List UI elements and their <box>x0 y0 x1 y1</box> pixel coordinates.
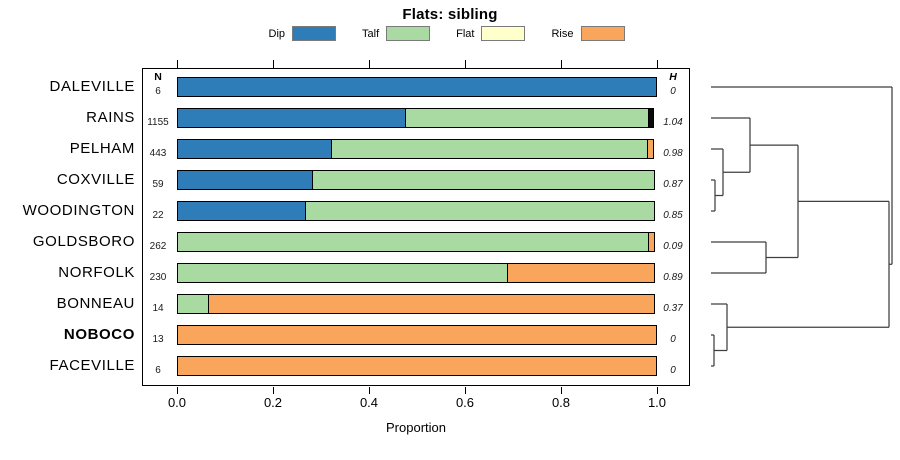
stacked-bar-woodington <box>177 201 657 221</box>
h-value: 0 <box>670 86 676 97</box>
bar-segment-rise <box>648 232 656 252</box>
row-label-rains: RAINS <box>86 109 135 126</box>
row-label-norfolk: NORFOLK <box>58 264 135 281</box>
axis-tick-label: 0.0 <box>167 395 187 410</box>
legend-label: Talf <box>362 27 380 40</box>
legend: Dip Talf Flat Rise <box>0 26 893 41</box>
row-label-noboco: NOBOCO <box>63 326 135 343</box>
h-value: 0.89 <box>663 272 683 283</box>
stacked-bar-goldsboro <box>177 232 657 252</box>
bar-segment-rise <box>207 294 656 314</box>
stacked-bar-daleville <box>177 77 657 97</box>
n-column-header: N <box>154 71 162 83</box>
legend-label: Flat <box>456 27 475 40</box>
bar-segment-rise <box>177 325 657 345</box>
axis-tick-top <box>176 60 178 68</box>
n-value: 59 <box>152 179 164 190</box>
legend-item-dip: Dip <box>269 26 337 41</box>
legend-item-rise: Rise <box>551 26 625 41</box>
legend-swatch <box>481 26 526 41</box>
row-label-woodington: WOODINGTON <box>22 202 135 219</box>
axis-tick-label: 0.6 <box>455 395 475 410</box>
axis-tick-bottom <box>368 387 370 394</box>
bar-segment-talf <box>305 201 656 221</box>
row-label-bonneau: BONNEAU <box>56 295 135 312</box>
bar-segment-rise <box>506 263 656 283</box>
n-value: 22 <box>152 210 164 221</box>
stacked-bar-noboco <box>177 325 657 345</box>
bar-segment-rise <box>646 139 654 159</box>
h-value: 0 <box>670 334 676 345</box>
bar-segment-talf <box>312 170 656 190</box>
axis-tick-top <box>560 60 562 68</box>
legend-item-talf: Talf <box>362 26 431 41</box>
axis-tick-top <box>272 60 274 68</box>
row-label-pelham: PELHAM <box>69 140 135 157</box>
legend-label: Dip <box>268 27 286 40</box>
axis-tick-top <box>656 60 658 68</box>
axis-tick-label: 0.4 <box>359 395 379 410</box>
h-value: 1.04 <box>663 117 683 128</box>
legend-swatch <box>386 26 431 41</box>
bar-segment-dark-sliver <box>648 108 654 128</box>
chart-title: Flats: sibling <box>402 6 498 23</box>
stacked-bar-bonneau <box>177 294 657 314</box>
legend-label: Rise <box>551 27 574 40</box>
n-value: 13 <box>152 334 164 345</box>
axis-tick-label: 0.8 <box>551 395 571 410</box>
row-label-goldsboro: GOLDSBORO <box>32 233 135 250</box>
stacked-bar-rains <box>177 108 657 128</box>
axis-tick-bottom <box>464 387 466 394</box>
h-value: 0.37 <box>663 303 683 314</box>
h-value: 0.85 <box>663 210 683 221</box>
stacked-bar-faceville <box>177 356 657 376</box>
h-column-header: H <box>669 71 677 83</box>
legend-item-flat: Flat <box>456 26 526 41</box>
stacked-bar-norfolk <box>177 263 657 283</box>
x-axis-label: Proportion <box>386 420 446 435</box>
n-value: 230 <box>149 272 167 283</box>
n-value: 6 <box>155 365 161 376</box>
axis-tick-label: 1.0 <box>647 395 667 410</box>
axis-tick-bottom <box>176 387 178 394</box>
h-value: 0.09 <box>663 241 683 252</box>
n-value: 6 <box>155 86 161 97</box>
row-label-faceville: FACEVILLE <box>49 357 135 374</box>
row-label-coxville: COXVILLE <box>56 171 135 188</box>
n-value: 262 <box>149 241 167 252</box>
bar-segment-dip <box>177 77 657 97</box>
n-value: 14 <box>152 303 164 314</box>
axis-tick-bottom <box>656 387 658 394</box>
stacked-bar-pelham <box>177 139 657 159</box>
n-value: 1155 <box>147 117 169 128</box>
h-value: 0.87 <box>663 179 683 190</box>
legend-swatch <box>292 26 337 41</box>
axis-tick-top <box>368 60 370 68</box>
stacked-bar-coxville <box>177 170 657 190</box>
h-value: 0 <box>670 365 676 376</box>
n-value: 443 <box>149 148 167 159</box>
h-value: 0.98 <box>663 148 683 159</box>
axis-tick-bottom <box>560 387 562 394</box>
legend-swatch <box>580 26 625 41</box>
axis-tick-label: 0.2 <box>263 395 283 410</box>
bar-segment-rise <box>177 356 657 376</box>
axis-tick-top <box>464 60 466 68</box>
axis-tick-bottom <box>272 387 274 394</box>
row-label-daleville: DALEVILLE <box>49 78 135 95</box>
